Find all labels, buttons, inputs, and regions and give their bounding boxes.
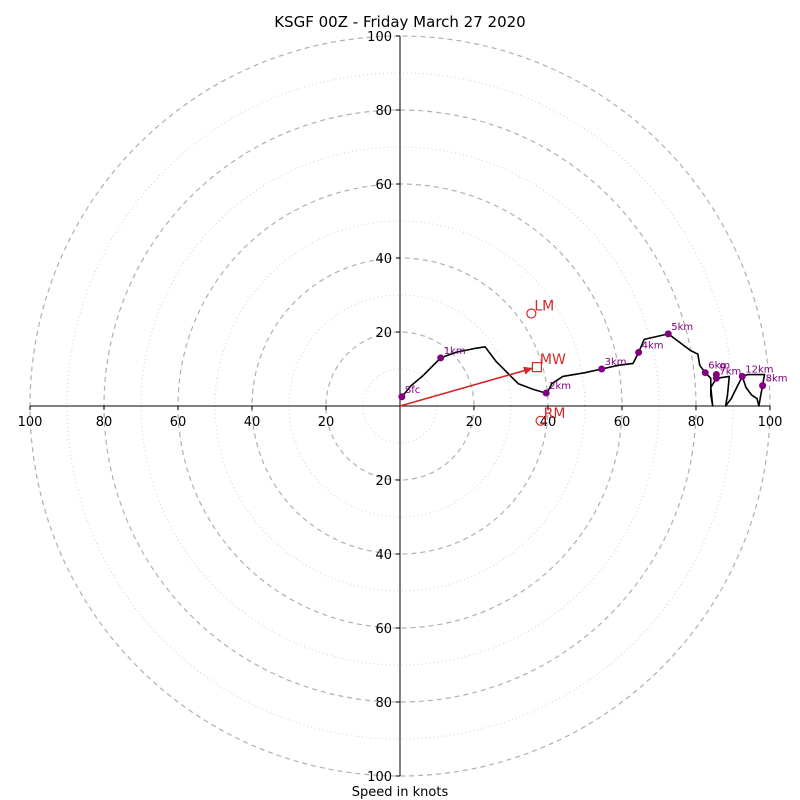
y-tick-label: 60 <box>375 178 392 193</box>
chart-title: KSGF 00Z - Friday March 27 2020 <box>274 13 525 31</box>
height-point-1km <box>437 354 445 362</box>
y-tick-label: 80 <box>375 104 392 119</box>
height-point-5km <box>664 330 672 338</box>
height-label-9: 9 <box>719 363 725 374</box>
height-label-7km: 7km <box>719 366 741 377</box>
height-label-Sfc: Sfc <box>405 385 420 396</box>
mean-wind-marker <box>531 362 543 373</box>
y-tick-label: 40 <box>375 252 392 267</box>
y-tick-label: 40 <box>375 548 392 563</box>
x-tick-label: 80 <box>96 415 113 430</box>
height-point-8km <box>759 382 767 390</box>
height-point-12km <box>738 372 746 380</box>
x-tick-label: 20 <box>318 415 335 430</box>
height-label-4km: 4km <box>642 340 664 351</box>
right-mover-marker <box>535 415 546 426</box>
x-tick-label: 40 <box>244 415 261 430</box>
height-label-2km: 2km <box>549 381 571 392</box>
y-tick-label: 100 <box>367 30 392 45</box>
x-tick-label: 80 <box>688 415 705 430</box>
height-point-Sfc <box>398 393 406 401</box>
mean-wind-vector <box>399 367 534 407</box>
height-label-5km: 5km <box>671 322 693 333</box>
height-label-1km: 1km <box>444 346 466 357</box>
x-axis-label: Speed in knots <box>352 785 449 800</box>
left-mover-label: LM <box>534 299 554 315</box>
y-tick-label: 100 <box>367 770 392 785</box>
left-mover-marker <box>526 308 537 319</box>
height-label-12km: 12km <box>745 364 773 375</box>
height-label-3km: 3km <box>605 357 627 368</box>
mean-wind-arrowhead <box>523 366 533 375</box>
x-tick-label: 100 <box>18 415 43 430</box>
x-tick-label: 60 <box>614 415 631 430</box>
y-tick-label: 20 <box>375 474 392 489</box>
y-tick-label: 80 <box>375 696 392 711</box>
height-point-9 <box>712 371 720 379</box>
right-mover-label: RM <box>544 406 566 422</box>
x-tick-label: 20 <box>466 415 483 430</box>
height-point-2km <box>542 389 550 397</box>
height-point-3km <box>598 365 606 373</box>
height-point-4km <box>635 348 643 356</box>
mean-wind-label: MW <box>540 352 566 368</box>
y-tick-label: 60 <box>375 622 392 637</box>
x-tick-label: 100 <box>758 415 783 430</box>
x-tick-label: 40 <box>540 415 557 430</box>
hodograph-trace <box>401 333 766 407</box>
tick-labels: 100 80 60 40 20 20 40 60 80 100 100 80 60 40 20 20 40 60 8… <box>18 30 783 785</box>
storm-motion: MW LM RM <box>399 299 566 426</box>
y-tick-label: 20 <box>375 326 392 341</box>
hodograph-line <box>401 333 766 407</box>
height-label-6km: 6km <box>708 361 730 372</box>
height-point-6km <box>701 369 709 377</box>
height-label-8km: 8km <box>766 374 788 385</box>
x-tick-label: 60 <box>170 415 187 430</box>
